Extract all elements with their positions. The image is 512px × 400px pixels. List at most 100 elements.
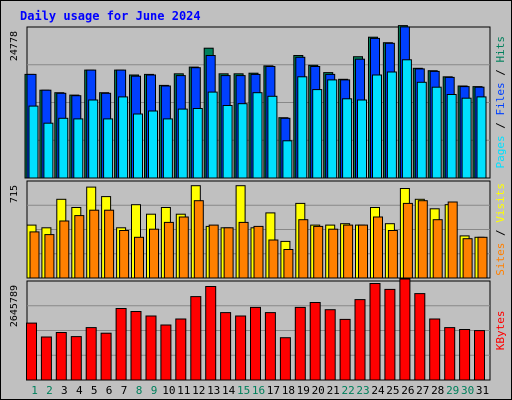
bar-sites-day-15 [238, 221, 249, 279]
bar-pages-day-20 [312, 89, 323, 179]
bar-kbytes-day-17 [264, 312, 276, 381]
bar-pages-day-14 [222, 105, 233, 179]
legend-entry-sites: Sites [494, 243, 507, 276]
bar-sites-day-26 [402, 202, 413, 279]
x-tick-label-day-28: 28 [431, 384, 444, 397]
bar-kbytes-day-28 [429, 318, 441, 381]
bar-pages-day-12 [192, 108, 203, 179]
legend-entry-pages: Pages [494, 135, 507, 168]
bar-sites-day-9 [149, 228, 159, 279]
x-tick-label-day-26: 26 [401, 384, 414, 397]
bar-kbytes-day-10 [160, 324, 172, 381]
bar-sites-day-19 [298, 219, 309, 279]
bar-sites-day-14 [223, 227, 234, 279]
bar-kbytes-day-5 [85, 327, 97, 381]
legend-separator: / [494, 223, 507, 243]
x-tick-label-day-25: 25 [386, 384, 399, 397]
bar-kbytes-day-20 [309, 302, 321, 381]
bar-sites-day-18 [283, 249, 294, 279]
bar-kbytes-day-22 [339, 318, 351, 381]
bar-pages-day-6 [103, 118, 114, 179]
bar-pages-day-10 [162, 118, 173, 179]
bar-kbytes-day-27 [414, 293, 426, 381]
bar-sites-day-16 [253, 225, 264, 279]
bar-kbytes-day-25 [384, 288, 396, 381]
legend-entry-kbytes: KBytes [494, 311, 507, 351]
x-tick-label-day-4: 4 [76, 384, 83, 397]
x-tick-label-day-29: 29 [446, 384, 459, 397]
bar-sites-day-30 [462, 238, 473, 279]
bar-sites-day-23 [358, 224, 368, 279]
bar-pages-day-8 [133, 113, 143, 179]
bar-pages-day-29 [446, 94, 457, 179]
bar-kbytes-day-23 [354, 299, 366, 381]
bar-sites-day-5 [89, 209, 100, 279]
x-tick-label-day-31: 31 [476, 384, 489, 397]
bar-pages-day-11 [177, 108, 188, 179]
legend-label-hits-files-pages: Pages / Files / Hits [494, 36, 507, 169]
x-tick-label-day-22: 22 [341, 384, 354, 397]
bar-pages-day-13 [207, 91, 218, 179]
bar-kbytes-day-6 [100, 332, 112, 381]
bar-pages-day-30 [461, 97, 472, 179]
x-tick-label-day-30: 30 [461, 384, 474, 397]
x-tick-label-day-24: 24 [371, 384, 385, 397]
x-tick-label-day-3: 3 [61, 384, 68, 397]
legend-label-kbytes: KBytes [494, 311, 507, 351]
bar-kbytes-day-30 [459, 329, 471, 381]
bar-sites-day-6 [104, 209, 115, 279]
bar-sites-day-2 [44, 234, 55, 279]
bar-pages-day-21 [327, 79, 338, 179]
legend-label-visits-sites: Sites / Visits [494, 183, 507, 276]
bar-sites-day-7 [119, 230, 130, 279]
bar-kbytes-day-19 [294, 306, 306, 381]
bar-kbytes-day-12 [190, 296, 202, 381]
bar-kbytes-day-21 [324, 309, 336, 381]
x-tick-label-day-9: 9 [151, 384, 158, 397]
bar-sites-day-31 [477, 236, 488, 279]
bar-kbytes-day-26 [399, 278, 411, 381]
x-tick-label-day-1: 1 [31, 384, 38, 397]
bar-sites-day-8 [134, 236, 144, 279]
bar-kbytes-day-24 [369, 283, 381, 381]
bar-pages-day-31 [476, 96, 487, 179]
bar-kbytes-day-18 [279, 337, 291, 381]
x-tick-label-day-19: 19 [297, 384, 310, 397]
x-tick-label-day-20: 20 [312, 384, 325, 397]
bar-sites-day-17 [268, 239, 279, 279]
bar-sites-day-3 [59, 220, 70, 279]
bar-sites-day-13 [208, 224, 219, 279]
bar-pages-day-3 [58, 117, 69, 179]
x-tick-label-day-8: 8 [136, 384, 143, 397]
x-tick-label-day-10: 10 [162, 384, 175, 397]
bar-pages-day-16 [252, 92, 263, 179]
legend-separator: / [494, 63, 507, 83]
x-tick-label-day-17: 17 [267, 384, 280, 397]
bar-pages-day-4 [73, 118, 84, 179]
bar-sites-day-4 [74, 215, 85, 279]
bar-pages-day-15 [237, 103, 248, 179]
bar-kbytes-day-4 [70, 336, 82, 381]
bar-kbytes-day-2 [40, 336, 52, 381]
x-tick-label-day-13: 13 [207, 384, 220, 397]
bar-sites-day-25 [387, 230, 398, 279]
bar-pages-day-7 [118, 96, 129, 179]
x-tick-label-day-27: 27 [416, 384, 429, 397]
bar-kbytes-day-16 [250, 306, 261, 381]
legend-separator: / [494, 116, 507, 136]
bar-kbytes-day-14 [220, 312, 232, 381]
ymax-label-hits-files-pages: 24778 [9, 31, 20, 61]
x-tick-label-day-7: 7 [121, 384, 128, 397]
bar-pages-day-26 [401, 59, 412, 179]
bar-pages-day-28 [431, 86, 442, 179]
bar-sites-day-20 [313, 225, 324, 279]
x-tick-label-day-15: 15 [237, 384, 250, 397]
bar-pages-day-18 [282, 140, 293, 179]
bar-sites-day-29 [447, 201, 458, 279]
bar-kbytes-day-3 [55, 332, 67, 381]
bar-kbytes-day-15 [235, 315, 247, 381]
bar-sites-day-28 [432, 219, 443, 279]
bar-pages-day-2 [43, 122, 54, 179]
